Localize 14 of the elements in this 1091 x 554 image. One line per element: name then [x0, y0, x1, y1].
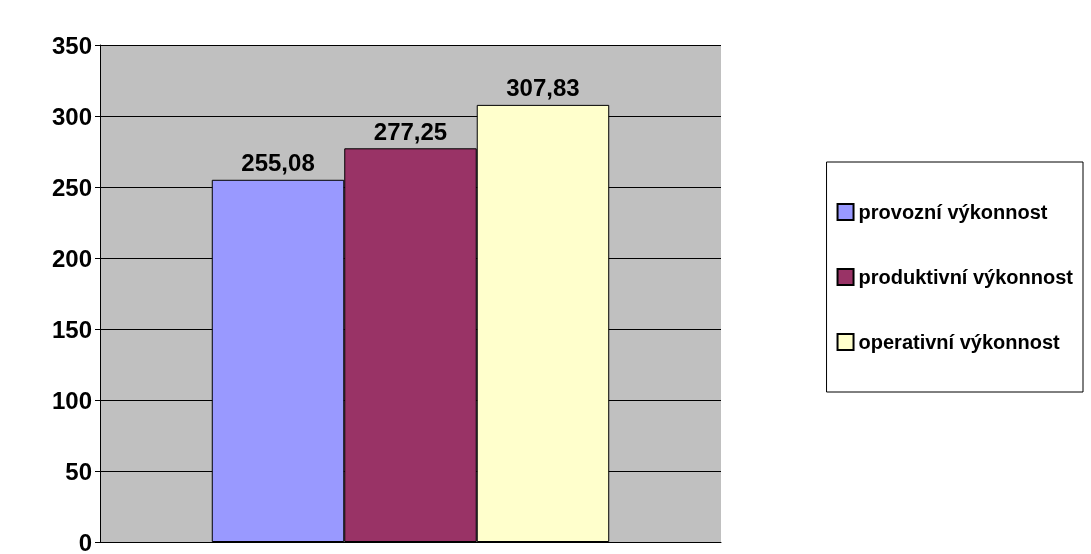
legend-label: operativní výkonnost	[858, 331, 1061, 353]
y-tick-label: 250	[51, 173, 92, 201]
data-label: 255,08	[241, 149, 315, 177]
legend-label: provozní výkonnost	[858, 201, 1048, 223]
y-tick-label: 100	[51, 386, 92, 414]
y-tick-label: 350	[51, 31, 92, 59]
y-tick-label: 50	[65, 457, 92, 485]
y-tick-label: 200	[51, 244, 92, 272]
data-label: 277,25	[373, 117, 448, 145]
data-label: 307,83	[506, 74, 580, 102]
y-tick-label: 0	[78, 528, 92, 554]
y-tick-label: 150	[51, 315, 92, 343]
y-tick-label: 300	[51, 102, 92, 130]
legend-label: produktivní výkonnost	[858, 266, 1074, 288]
